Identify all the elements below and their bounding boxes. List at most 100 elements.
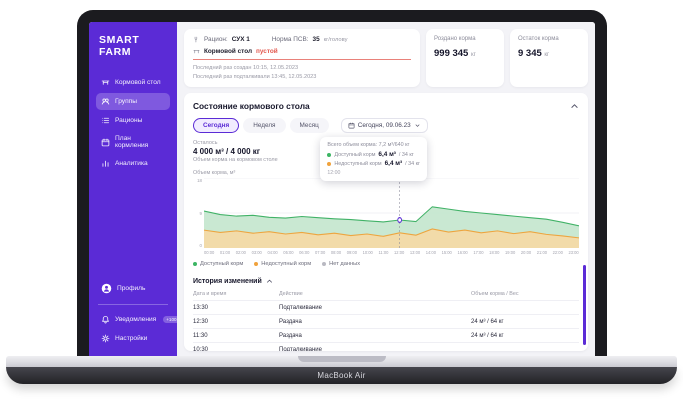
x-tick-label: 21:00	[536, 250, 547, 256]
remaining-feed-card: Остаток корма 9 345 кг	[510, 29, 588, 88]
analytics-icon	[102, 160, 109, 167]
y-tick-label: 9	[199, 210, 202, 216]
sidebar-item-notifications[interactable]: Уведомления +100	[96, 311, 180, 328]
laptop-hinge	[6, 356, 677, 367]
bell-icon	[102, 315, 109, 324]
orange-dot-icon	[327, 161, 332, 166]
gray-dot-icon	[322, 262, 327, 267]
ration-value: СУХ 1	[231, 36, 250, 43]
summary-row: Рацион: СУХ 1 Норма ПСВ: 35 кг/голову Ко…	[184, 29, 588, 88]
x-tick-label: 10:00	[362, 250, 373, 256]
laptop-notch	[297, 356, 386, 362]
history-title: История изменений	[193, 278, 262, 286]
feed-volume-area-chart[interactable]	[204, 178, 579, 249]
orange-dot-icon	[254, 262, 259, 267]
feed-table-small-icon	[193, 50, 200, 54]
main-content: Рацион: СУХ 1 Норма ПСВ: 35 кг/голову Ко…	[177, 22, 595, 358]
feed-state-card: Состояние кормового стола Сегодня Неделя…	[184, 93, 588, 351]
tooltip-value: 6,4 м³	[378, 151, 396, 159]
x-tick-label: 15:00	[441, 250, 452, 256]
ration-label: Рацион:	[204, 36, 228, 43]
x-tick-label: 11:00	[378, 250, 389, 256]
ration-line: Рацион: СУХ 1 Норма ПСВ: 35 кг/голову	[193, 36, 411, 43]
tab-week[interactable]: Неделя	[243, 118, 286, 134]
sidebar-item-label: Уведомления	[115, 316, 157, 323]
tooltip-suffix: / 34 кг	[405, 160, 420, 167]
cell-volume: 24 м³ / 64 кг	[471, 318, 504, 325]
period-tabs: Сегодня Неделя Месяц Сегодня, 09.06.23	[193, 118, 579, 134]
sidebar-item-settings[interactable]: Настройки	[96, 330, 170, 347]
feed-state-title: Состояние кормового стола	[193, 101, 310, 112]
cell-action: Раздача	[279, 332, 302, 339]
tooltip-value: 6,4 м³	[384, 160, 403, 168]
x-tick-label: 00:00	[204, 250, 215, 256]
sidebar-item-groups[interactable]: Группы	[96, 93, 170, 111]
sidebar-item-rations[interactable]: Рационы	[96, 112, 170, 129]
table-header-row: Дата и время Действие Объем корма / Вес	[193, 289, 579, 300]
date-picker-value: Сегодня, 09.06.23	[357, 122, 411, 130]
stat-value: 9 345 кг	[518, 48, 580, 59]
sidebar-item-profile[interactable]: Профиль	[96, 279, 170, 298]
history-scrollbar[interactable]	[583, 265, 586, 345]
smart-farm-app: SMART FARM Кормовой стол Группы Рационы …	[89, 22, 595, 358]
feed-state-header: Состояние кормового стола	[193, 101, 579, 111]
stat-number: 9 345	[518, 48, 542, 59]
legend-label: Недоступный корм	[261, 261, 312, 268]
history-table: Дата и время Действие Объем корма / Вес …	[193, 289, 579, 351]
sidebar-item-analytics[interactable]: Аналитика	[96, 155, 170, 172]
profile-avatar-icon	[101, 283, 112, 294]
tooltip-title: Всего объем корма: 7,2 м³/640 кг	[327, 142, 410, 149]
sidebar-item-feed-table[interactable]: Кормовой стол	[96, 74, 170, 91]
ration-icon	[194, 36, 198, 43]
cell-volume	[471, 305, 579, 311]
sidebar-divider	[98, 304, 168, 305]
norm-value: 35	[312, 36, 320, 43]
cell-time: 11:30	[193, 332, 208, 339]
remaining-caption: Объем корма на кормовом столе	[193, 157, 278, 164]
x-tick-label: 16:00	[457, 250, 468, 256]
x-axis-labels: 00:00 01:00 02:00 03:00 04:00 05:00 06:00 07:00…	[204, 250, 579, 255]
tooltip-time: 12:00	[327, 170, 341, 177]
sidebar-item-label: Профиль	[117, 285, 146, 292]
tooltip-label: Недоступный корм	[334, 160, 382, 167]
last-pushed-text: Последний раз подталкивали 13:45, 12.05.…	[193, 73, 317, 80]
x-tick-label: 03:00	[251, 250, 262, 256]
feed-table-icon	[101, 80, 110, 85]
x-tick-label: 12:00	[394, 250, 405, 256]
cell-time: 12:30	[193, 318, 209, 325]
cell-volume	[471, 347, 579, 351]
green-dot-icon	[193, 262, 197, 267]
collapse-chevron-up-icon[interactable]	[570, 102, 579, 111]
x-tick-label: 09:00	[346, 250, 357, 256]
x-tick-label: 17:00	[473, 250, 484, 256]
device-label: MacBook Air	[317, 371, 366, 380]
plot-area: 18 9 0	[193, 178, 579, 249]
distributed-feed-card: Роздано корма 999 345 кг	[426, 29, 504, 88]
notifications-badge: +100	[163, 316, 180, 323]
feeding-plan-icon	[101, 138, 110, 146]
feed-summary-card: Рацион: СУХ 1 Норма ПСВ: 35 кг/голову Ко…	[184, 29, 420, 88]
x-tick-label: 13:00	[409, 250, 421, 256]
history-chevron-up-icon[interactable]	[266, 278, 273, 285]
cell-time: 13:30	[193, 304, 209, 311]
x-tick-label: 02:00	[235, 250, 246, 256]
legend-available: Доступный корм	[193, 261, 243, 267]
col-volume: Объем корма / Вес	[471, 291, 519, 298]
x-tick-label: 20:00	[520, 250, 532, 256]
table-row: 12:30 Раздача 24 м³ / 64 кг	[193, 314, 579, 328]
last-created-text: Последний раз создан 10:15, 12.05.2023	[193, 65, 299, 71]
gear-icon	[101, 334, 110, 343]
x-tick-label: 19:00	[505, 250, 516, 256]
feed-table-status: пустой	[256, 48, 278, 55]
tab-today[interactable]: Сегодня	[193, 118, 240, 134]
tooltip-row: Доступный корм 6,4 м³ / 34 кг	[327, 151, 420, 158]
tab-month[interactable]: Месяц	[289, 118, 329, 134]
tooltip-suffix: / 34 кг	[398, 151, 414, 158]
remaining-value: 4 000 м³ / 4 000 кг	[193, 147, 261, 157]
x-tick-label: 14:00	[425, 250, 436, 256]
x-tick-label: 06:00	[299, 250, 310, 256]
sidebar-item-feeding-plan[interactable]: План кормления	[96, 131, 170, 153]
cell-volume: 24 м³ / 64 кг	[471, 332, 504, 339]
x-tick-label: 01:00	[219, 250, 231, 256]
date-picker-chip[interactable]: Сегодня, 09.06.23	[340, 118, 428, 134]
